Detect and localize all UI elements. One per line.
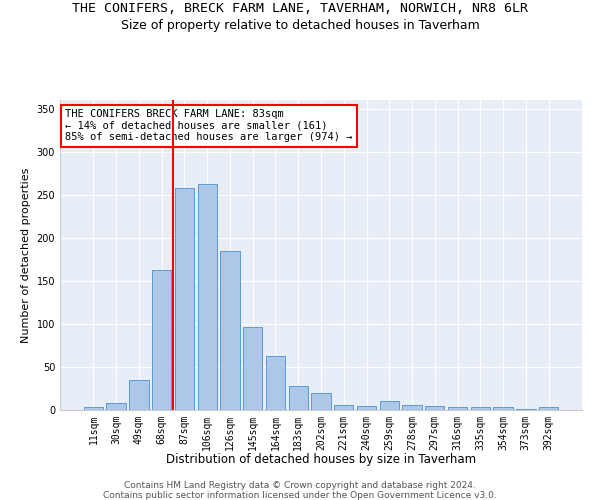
Bar (493, 408, 513, 410)
Bar (266, 356, 285, 410)
Y-axis label: Number of detached properties: Number of detached properties (21, 168, 31, 342)
Bar (380, 402, 399, 410)
Bar (243, 328, 262, 410)
Bar (539, 406, 558, 410)
Text: Size of property relative to detached houses in Taverham: Size of property relative to detached ho… (121, 18, 479, 32)
Bar (197, 184, 217, 410)
Bar (220, 250, 239, 410)
Bar (403, 405, 422, 410)
Bar (470, 408, 490, 410)
Text: THE CONIFERS BRECK FARM LANE: 83sqm
← 14% of detached houses are smaller (161)
8: THE CONIFERS BRECK FARM LANE: 83sqm ← 14… (65, 110, 353, 142)
Bar (448, 406, 467, 410)
Bar (289, 386, 308, 410)
Bar (516, 409, 536, 410)
Bar (334, 405, 353, 410)
Text: THE CONIFERS, BRECK FARM LANE, TAVERHAM, NORWICH, NR8 6LR: THE CONIFERS, BRECK FARM LANE, TAVERHAM,… (72, 2, 528, 16)
Bar (152, 270, 172, 410)
Text: Contains HM Land Registry data © Crown copyright and database right 2024.: Contains HM Land Registry data © Crown c… (124, 481, 476, 490)
Bar (175, 188, 194, 410)
Bar (425, 406, 445, 410)
Bar (357, 406, 376, 410)
Bar (129, 380, 149, 410)
Bar (311, 393, 331, 410)
Bar (106, 403, 126, 410)
Text: Contains public sector information licensed under the Open Government Licence v3: Contains public sector information licen… (103, 491, 497, 500)
Text: Distribution of detached houses by size in Taverham: Distribution of detached houses by size … (166, 452, 476, 466)
Bar (84, 408, 103, 410)
